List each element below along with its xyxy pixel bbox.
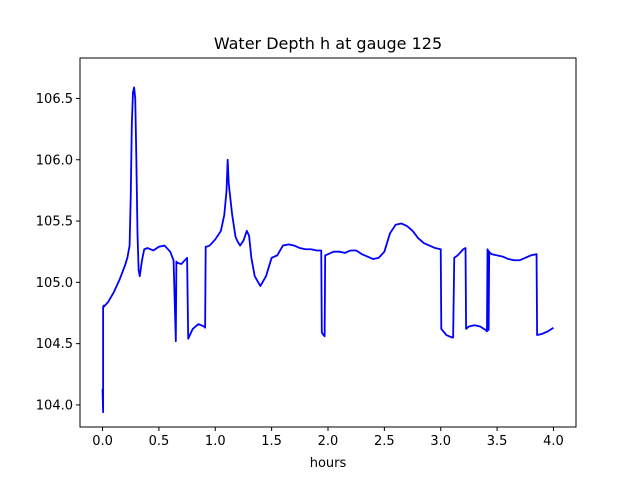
- y-tick-label: 104.0: [36, 398, 73, 413]
- x-tick-label: 1.0: [205, 434, 226, 449]
- y-tick-label: 105.0: [36, 276, 73, 291]
- y-axis: 104.0 104.5 105.0 105.5 106.0 106.5: [36, 92, 80, 413]
- x-axis-label: hours: [310, 456, 347, 471]
- y-tick-label: 104.5: [36, 337, 73, 352]
- y-tick-label: 105.5: [36, 215, 73, 230]
- x-tick-label: 2.5: [374, 434, 395, 449]
- x-tick-label: 1.5: [261, 434, 282, 449]
- y-tick-label: 106.0: [36, 153, 73, 168]
- x-tick-label: 4.0: [543, 434, 564, 449]
- y-tick-label: 106.5: [36, 92, 73, 107]
- x-axis: 0.0 0.5 1.0 1.5 2.0 2.5 3.0 3.5 4.0: [92, 427, 564, 449]
- plot-area: [101, 86, 554, 414]
- x-tick-label: 0.5: [149, 434, 170, 449]
- x-tick-label: 3.5: [487, 434, 508, 449]
- x-tick-label: 2.0: [318, 434, 339, 449]
- chart-title: Water Depth h at gauge 125: [214, 34, 442, 53]
- x-tick-label: 0.0: [92, 434, 113, 449]
- x-tick-label: 3.0: [430, 434, 451, 449]
- series-line-0: [101, 86, 554, 414]
